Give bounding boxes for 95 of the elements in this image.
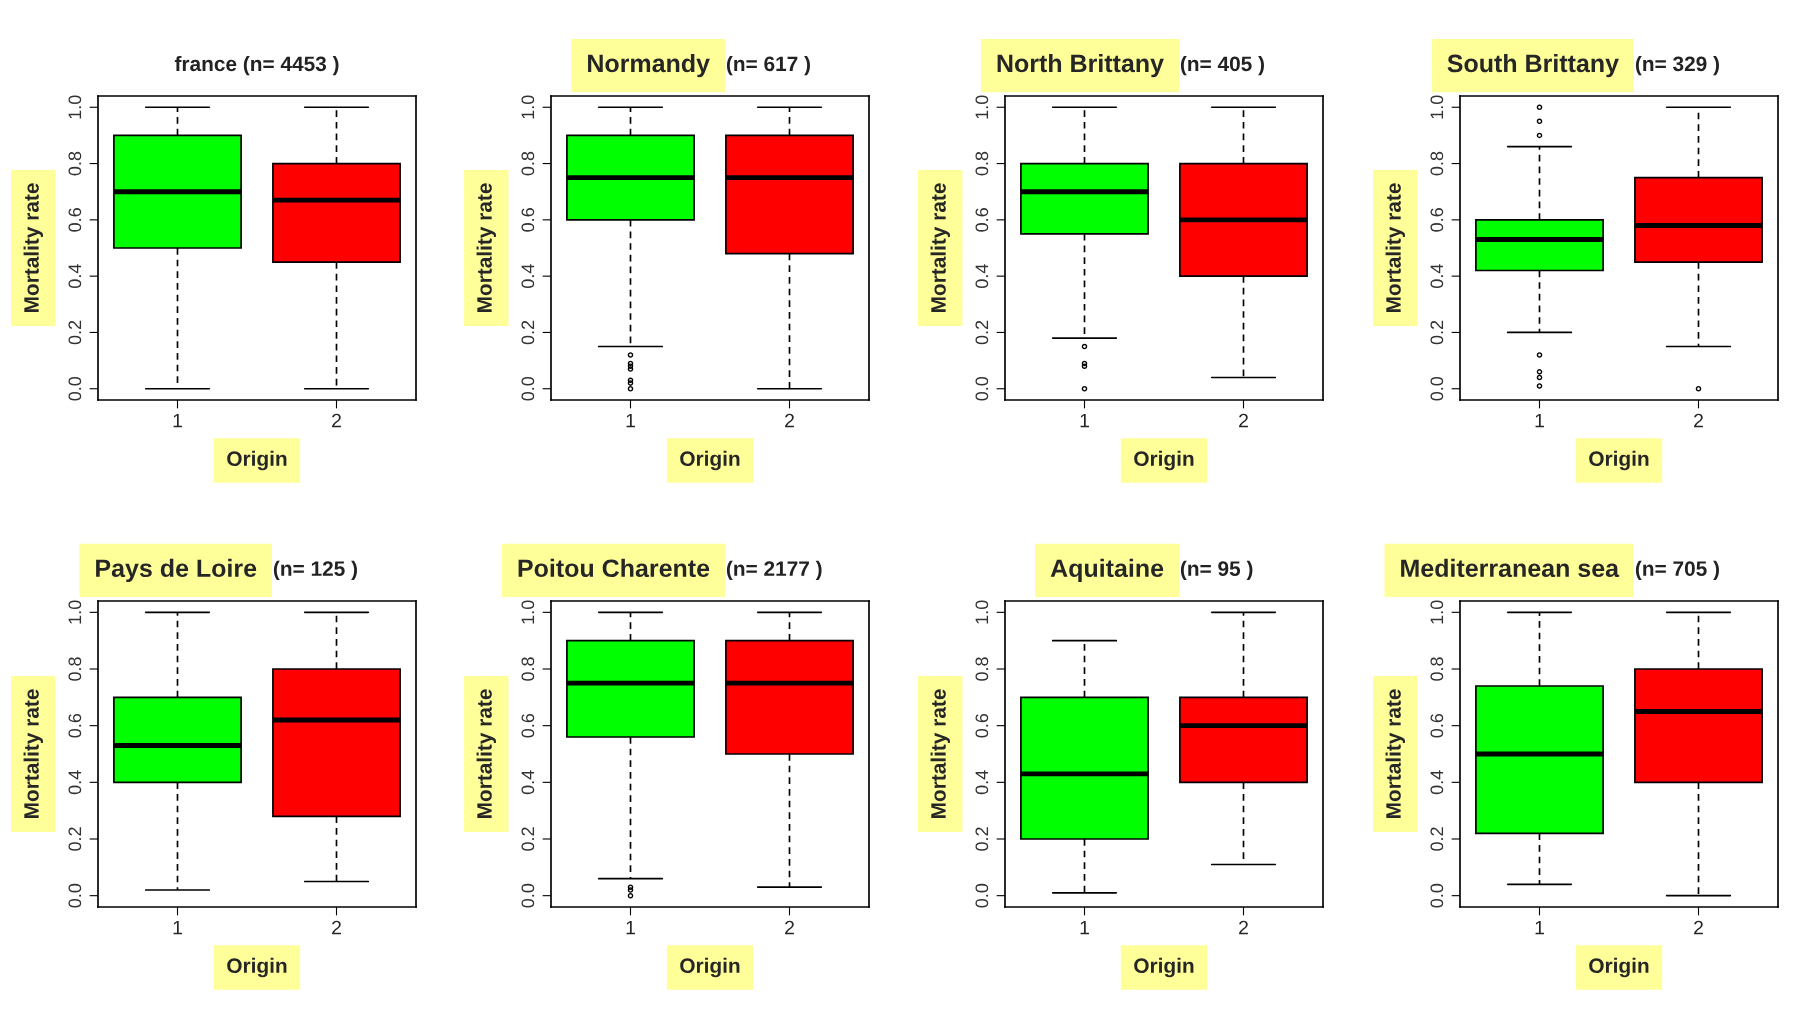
chart-subtitle: (n= 329 ) [1635,55,1719,76]
x-tick-label: 1 [626,413,635,428]
y-tick-label: 0.4 [521,770,535,795]
x-tick-label: 2 [332,920,341,935]
y-tick-label: 0.8 [1430,151,1444,176]
y-axis-title: Mortality rate [23,689,43,819]
y-tick-label: 0.2 [975,827,989,851]
y-axis-title: Mortality rate [23,183,43,313]
y-axis-title: Mortality rate [476,689,496,819]
y-tick-label: 0.0 [68,376,82,401]
y-axis-title: Mortality rate [1385,689,1405,819]
x-tick-label: 2 [1239,413,1248,428]
y-tick-label: 0.6 [68,713,82,738]
chart-title: Poitou Charente [518,558,710,578]
x-axis-title: Origin [227,957,287,978]
x-tick-label: 1 [173,413,182,428]
y-tick-label: 0.2 [68,827,82,851]
x-axis-title: Origin [1589,450,1649,471]
chart-title: South Brittany [1447,53,1619,78]
y-tick-label: 0.2 [68,320,82,345]
y-tick-label: 0.8 [521,657,535,681]
y-tick-label: 0.6 [975,208,989,232]
y-tick-label: 0.2 [521,827,535,851]
x-tick-label: 2 [785,920,794,935]
x-axis-title: Origin [227,450,287,471]
y-tick-label: 0.8 [521,151,535,176]
x-axis-title: Origin [1134,957,1194,978]
x-axis-title: Origin [680,957,740,978]
y-tick-label: 0.4 [1430,770,1444,795]
x-axis-title: Origin [1589,957,1649,978]
chart-subtitle: (n= 617 ) [726,55,810,76]
y-tick-label: 0.4 [975,264,989,288]
y-axis-title: Mortality rate [930,183,950,313]
chart-title: france (n= 4453 ) [174,55,339,76]
y-tick-label: 0.6 [68,208,82,232]
y-tick-label: 0.8 [68,657,82,681]
y-tick-label: 0.6 [521,208,535,232]
y-tick-label: 1.0 [521,600,535,624]
y-tick-label: 0.0 [975,376,989,401]
y-tick-label: 0.0 [1430,883,1444,908]
y-tick-label: 0.4 [68,770,82,795]
x-tick-label: 1 [626,920,635,935]
x-axis-title: Origin [1134,450,1194,471]
chart-subtitle: (n= 95 ) [1180,560,1253,581]
y-tick-label: 0.4 [68,264,82,288]
y-tick-label: 1.0 [1430,600,1444,624]
chart-subtitle: (n= 705 ) [1635,560,1719,581]
y-tick-label: 1.0 [68,95,82,119]
y-tick-label: 1.0 [1430,95,1444,119]
y-tick-label: 0.2 [521,320,535,345]
y-tick-label: 0.6 [1430,713,1444,738]
chart-title: Normandy [588,53,710,78]
x-tick-label: 1 [1080,920,1089,935]
y-tick-label: 0.0 [521,883,535,908]
y-axis-title: Mortality rate [930,689,950,819]
chart-title: North Brittany [997,53,1164,78]
chart-title: Mediterranean sea [1401,558,1620,578]
chart-title: Pays de Loire [96,558,257,583]
y-tick-label: 0.2 [975,320,989,345]
y-tick-label: 0.8 [1430,657,1444,681]
x-tick-label: 1 [1535,920,1544,935]
y-tick-label: 0.4 [1430,264,1444,288]
y-tick-label: 1.0 [68,600,82,624]
y-tick-label: 0.2 [1430,827,1444,851]
y-tick-label: 0.4 [975,770,989,795]
chart-subtitle: (n= 125 ) [273,560,357,581]
x-axis-title: Origin [680,450,740,471]
y-tick-label: 0.8 [975,657,989,681]
y-tick-label: 0.2 [1430,320,1444,345]
x-tick-label: 1 [173,920,182,935]
y-tick-label: 0.8 [68,151,82,176]
chart-subtitle: (n= 405 ) [1180,55,1264,76]
x-tick-label: 2 [785,413,794,428]
y-tick-label: 0.6 [521,713,535,738]
y-axis-title: Mortality rate [1385,183,1405,313]
chart-title: Aquitaine [1050,558,1164,583]
y-tick-label: 0.0 [68,883,82,908]
y-tick-label: 1.0 [521,95,535,119]
x-tick-label: 1 [1080,413,1089,428]
y-axis-title: Mortality rate [476,183,496,313]
y-tick-label: 0.0 [521,376,535,401]
y-tick-label: 0.0 [975,883,989,908]
y-tick-label: 0.4 [521,264,535,288]
x-tick-label: 2 [332,413,341,428]
x-tick-label: 2 [1694,920,1703,935]
x-tick-label: 1 [1535,413,1544,428]
y-tick-label: 0.0 [1430,376,1444,401]
chart-subtitle: (n= 2177 ) [726,560,822,581]
y-tick-label: 0.6 [975,713,989,738]
x-tick-label: 2 [1239,920,1248,935]
y-tick-label: 1.0 [975,600,989,624]
y-tick-label: 1.0 [975,95,989,119]
y-tick-label: 0.8 [975,151,989,176]
x-tick-label: 2 [1694,413,1703,428]
y-tick-label: 0.6 [1430,208,1444,232]
